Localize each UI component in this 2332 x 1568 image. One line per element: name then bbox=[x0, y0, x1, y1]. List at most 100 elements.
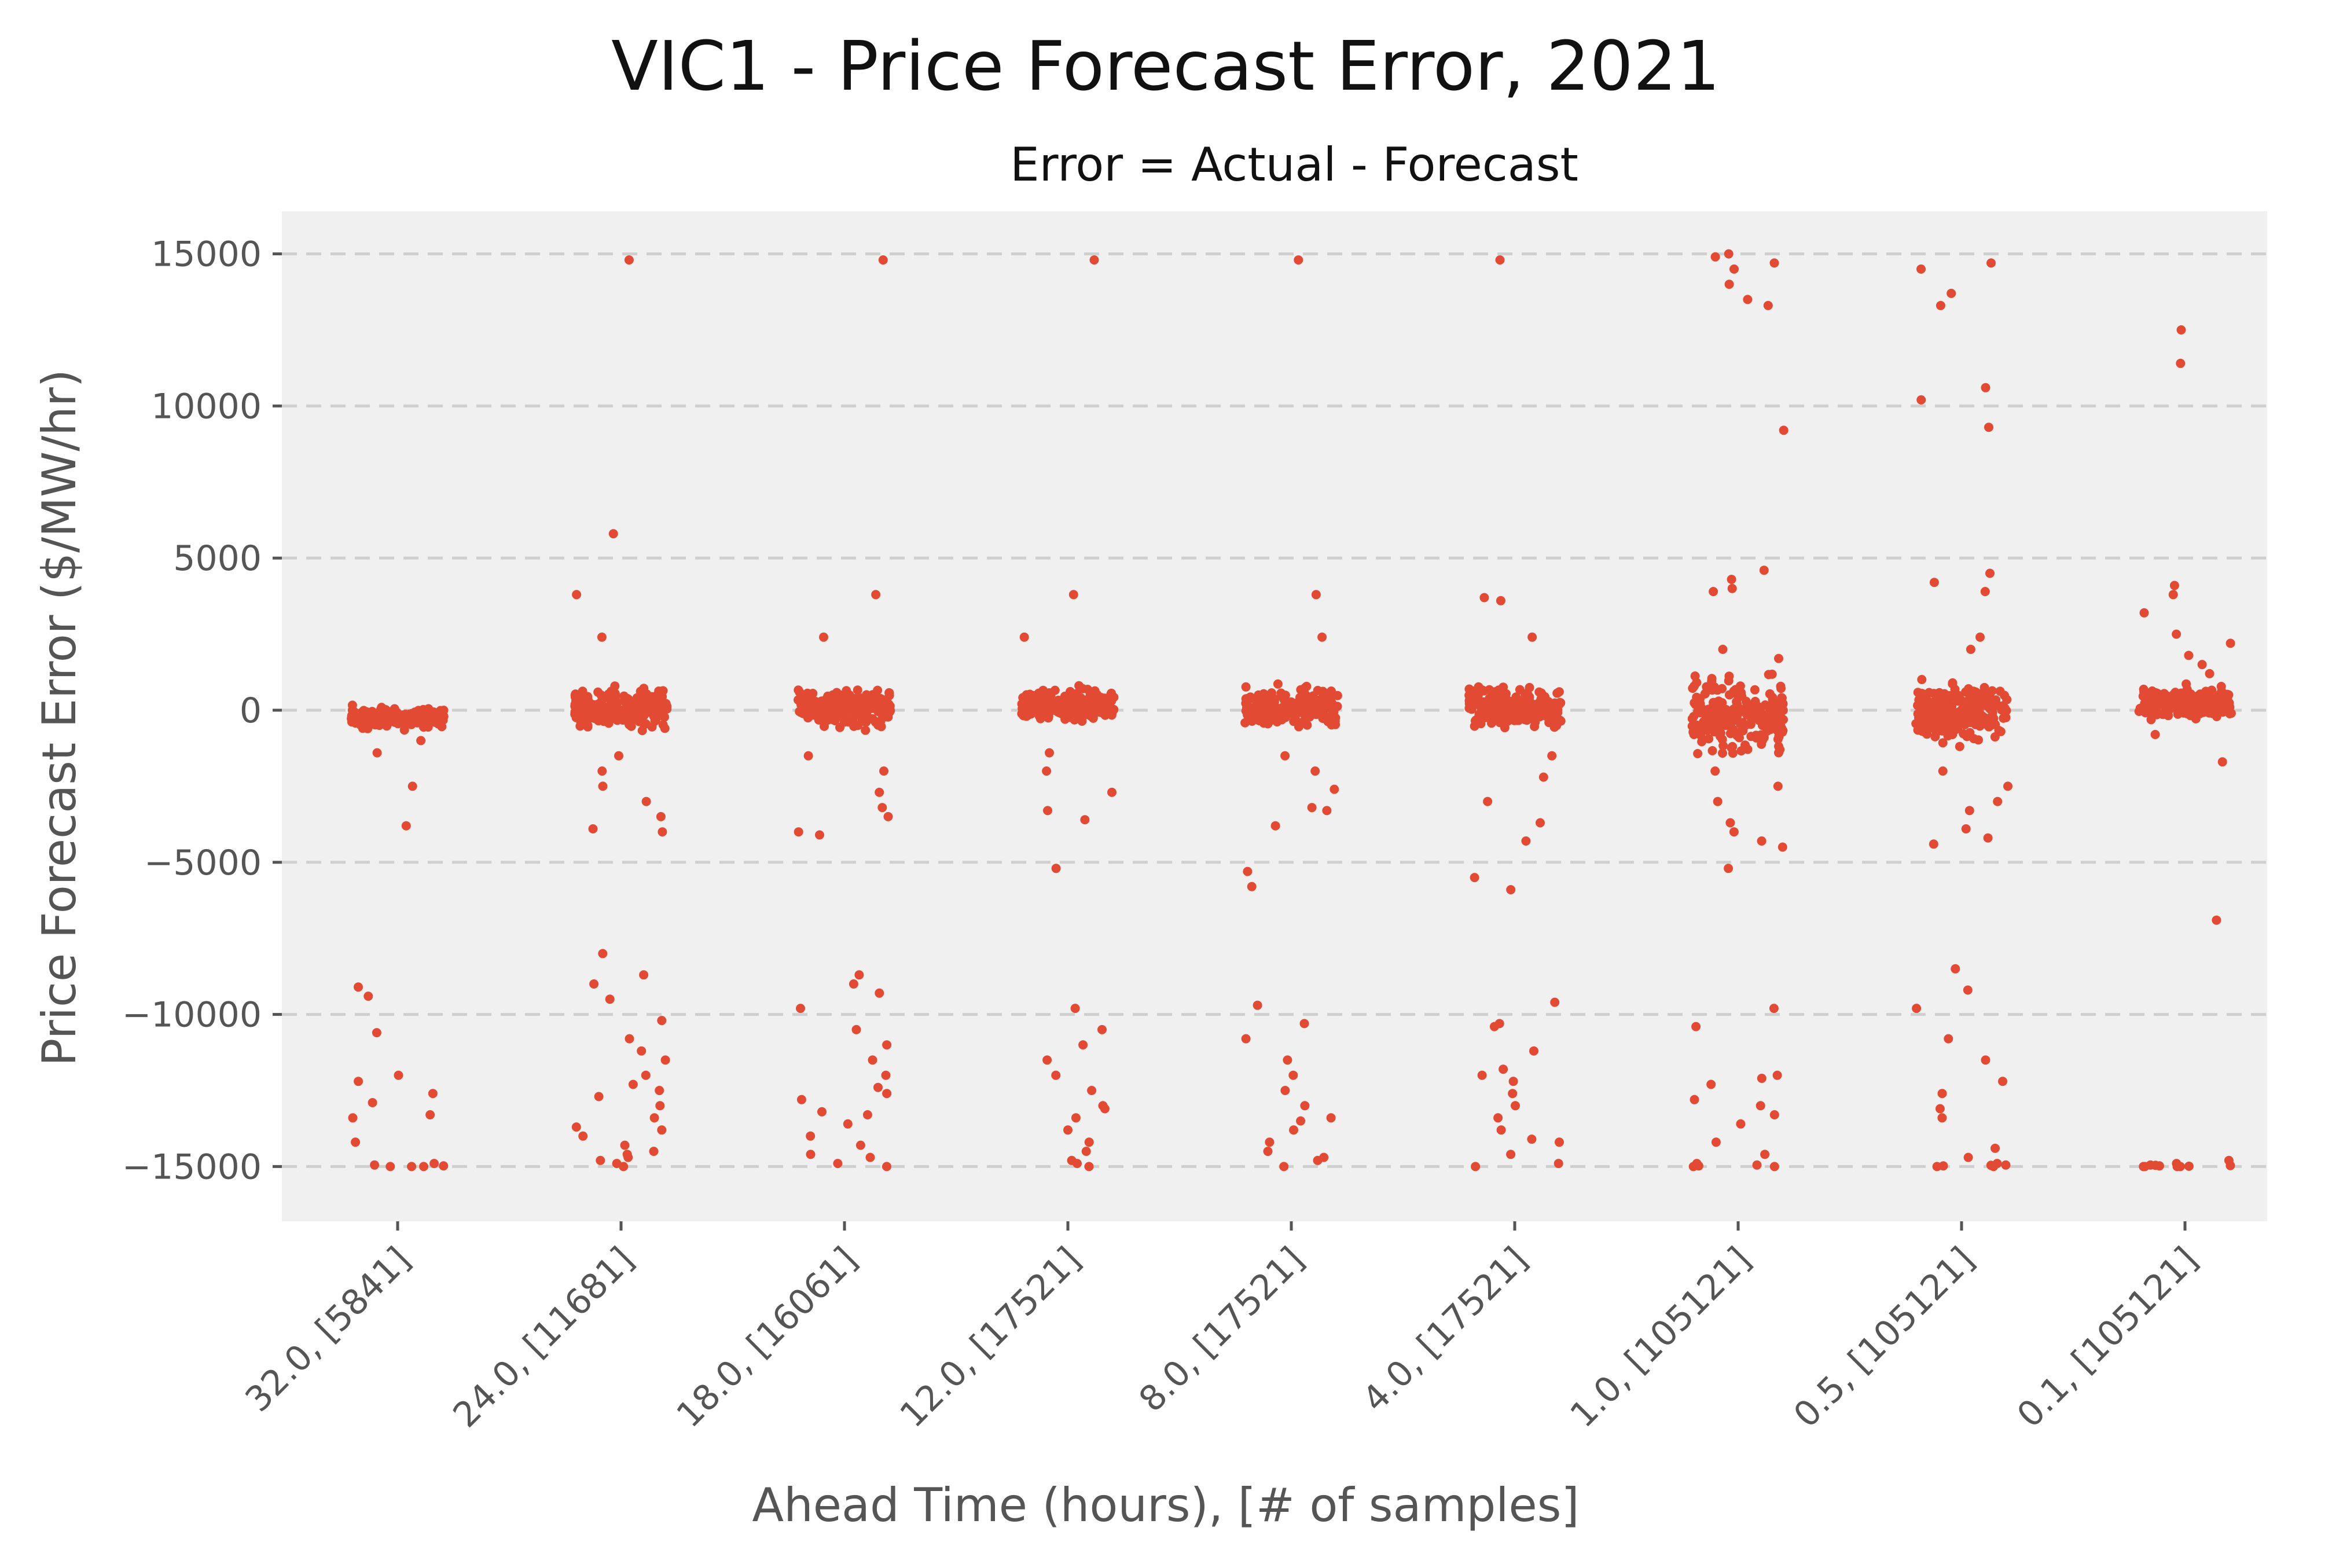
data-point bbox=[368, 1098, 377, 1107]
data-point bbox=[2176, 1162, 2185, 1171]
data-point bbox=[620, 1141, 630, 1150]
data-point bbox=[858, 695, 867, 704]
data-point bbox=[1710, 724, 1720, 733]
y-tick-label: −15000 bbox=[122, 1147, 262, 1187]
data-point bbox=[1725, 818, 1735, 828]
data-point bbox=[1499, 1064, 1508, 1074]
data-point bbox=[649, 1147, 659, 1156]
data-point bbox=[1474, 682, 1483, 692]
data-point bbox=[852, 1025, 861, 1034]
data-point bbox=[1779, 425, 1789, 435]
data-point bbox=[1965, 806, 1974, 815]
data-point bbox=[1985, 569, 1995, 578]
data-point bbox=[572, 1122, 581, 1132]
data-point bbox=[1066, 700, 1075, 710]
data-point bbox=[1319, 1153, 1328, 1162]
data-point bbox=[2215, 706, 2224, 715]
data-point bbox=[815, 831, 824, 840]
data-point bbox=[1914, 688, 1923, 697]
data-point bbox=[1981, 587, 1990, 596]
data-point bbox=[1937, 1113, 1947, 1122]
data-point bbox=[1753, 1161, 1762, 1170]
data-point bbox=[1330, 707, 1339, 717]
data-point bbox=[1259, 699, 1269, 708]
data-point bbox=[1740, 740, 1750, 750]
data-point bbox=[1778, 843, 1787, 852]
data-point bbox=[1288, 1071, 1298, 1080]
data-point bbox=[1020, 633, 1029, 642]
data-point bbox=[1729, 827, 1739, 836]
data-point bbox=[1506, 1150, 1515, 1159]
data-point bbox=[879, 766, 888, 776]
data-point bbox=[1764, 670, 1773, 679]
data-point bbox=[1938, 1089, 1947, 1098]
data-point bbox=[1993, 797, 2002, 806]
data-point bbox=[1973, 700, 1982, 709]
data-point bbox=[870, 701, 879, 710]
data-point bbox=[417, 718, 426, 728]
data-point bbox=[1085, 1162, 1094, 1171]
data-point bbox=[1483, 797, 1492, 806]
data-point bbox=[2000, 691, 2009, 700]
x-tick-label: 24.0, [11681] bbox=[446, 1239, 642, 1435]
data-point bbox=[1107, 788, 1117, 797]
data-point bbox=[373, 748, 382, 758]
data-point bbox=[1778, 715, 1787, 724]
data-point bbox=[1308, 803, 1317, 812]
data-point bbox=[1707, 674, 1717, 683]
data-point bbox=[1097, 1025, 1107, 1034]
data-point bbox=[1916, 706, 1925, 715]
data-point bbox=[807, 702, 816, 711]
data-point bbox=[833, 1159, 842, 1168]
data-point bbox=[1080, 815, 1089, 824]
data-point bbox=[439, 1161, 448, 1170]
data-point bbox=[578, 1132, 587, 1141]
data-point bbox=[1300, 1019, 1309, 1028]
data-point bbox=[2177, 325, 2186, 335]
data-point bbox=[1488, 709, 1497, 718]
data-point bbox=[1478, 1071, 1487, 1080]
data-point bbox=[2142, 704, 2151, 713]
data-point bbox=[1273, 680, 1283, 689]
data-point bbox=[1691, 1022, 1701, 1031]
data-point bbox=[1930, 578, 1939, 587]
data-point bbox=[589, 979, 598, 989]
data-point bbox=[593, 688, 603, 697]
data-point bbox=[1240, 718, 1250, 728]
data-point bbox=[2170, 581, 2179, 590]
data-point bbox=[1555, 1137, 1564, 1147]
data-point bbox=[655, 1101, 664, 1110]
data-point bbox=[873, 1083, 883, 1092]
data-point bbox=[1724, 864, 1733, 873]
data-point bbox=[1530, 722, 1539, 731]
data-point bbox=[1320, 713, 1330, 722]
data-point bbox=[348, 710, 358, 719]
data-point bbox=[1478, 710, 1488, 719]
data-point bbox=[1991, 732, 2000, 741]
data-point bbox=[2186, 696, 2195, 706]
data-point bbox=[1706, 1080, 1716, 1089]
data-point bbox=[1753, 702, 1762, 711]
chart-title: VIC1 - Price Forecast Error, 2021 bbox=[611, 26, 1720, 106]
data-point bbox=[1981, 1055, 1991, 1064]
data-point bbox=[1757, 836, 1767, 846]
data-point bbox=[1774, 654, 1783, 663]
x-axis-ticks: 32.0, [5841] 24.0, [11681] 18.0, [16061] 12… bbox=[238, 1221, 2206, 1435]
data-point bbox=[1724, 676, 1734, 685]
data-point bbox=[1497, 697, 1506, 706]
data-point bbox=[1718, 645, 1728, 654]
data-point bbox=[1738, 726, 1747, 736]
data-point bbox=[1975, 633, 1985, 642]
data-point bbox=[2139, 1162, 2148, 1171]
data-point bbox=[1243, 867, 1252, 876]
data-point bbox=[1093, 698, 1103, 707]
data-point bbox=[1036, 714, 1045, 724]
data-point bbox=[1958, 696, 1967, 706]
data-point bbox=[1490, 1022, 1499, 1031]
data-point bbox=[585, 714, 594, 723]
x-axis-label: Ahead Time (hours), [# of samples] bbox=[752, 1478, 1579, 1532]
data-point bbox=[363, 724, 372, 733]
data-point bbox=[803, 689, 812, 698]
data-point bbox=[1728, 584, 1737, 593]
data-point bbox=[402, 821, 411, 831]
